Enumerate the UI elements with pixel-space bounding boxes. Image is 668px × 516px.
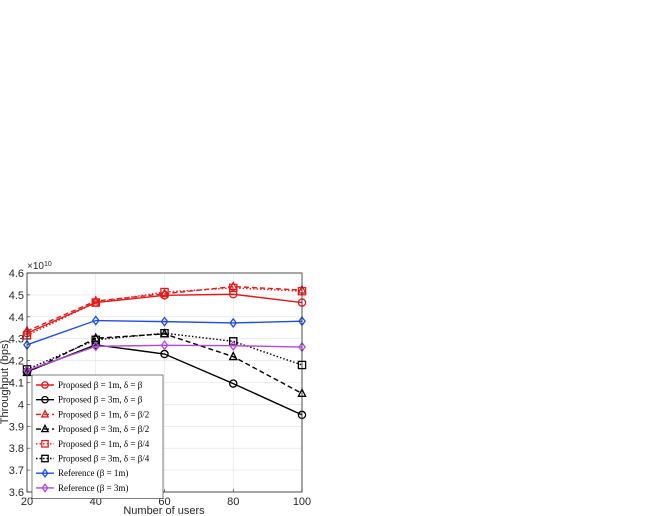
data-point <box>228 351 238 361</box>
y-tick-label: 4.2 <box>9 356 24 368</box>
data-point <box>159 288 170 298</box>
data-point <box>91 335 101 345</box>
data-point <box>41 439 49 448</box>
data-point <box>160 316 169 327</box>
data-point <box>160 328 169 338</box>
data-point <box>91 332 101 342</box>
y-tick-label: 4.5 <box>9 290 24 302</box>
legend-item: Reference (β = 3m) <box>36 483 128 493</box>
data-point <box>228 289 238 299</box>
series <box>22 280 307 335</box>
y-tick-label: 4.4 <box>9 312 24 324</box>
legend-item: Proposed β = 1m, δ = β <box>36 380 143 390</box>
legend-label: Proposed β = 1m, δ = β <box>58 380 143 390</box>
legend-item: Proposed β = 3m, δ = β/2 <box>36 423 149 434</box>
legend-item: Proposed β = 1m, δ = β/4 <box>36 439 150 449</box>
legend-label: Reference (β = 3m) <box>58 483 128 493</box>
data-point <box>41 483 49 493</box>
y-axis-label: Throughput (bps) <box>0 340 11 424</box>
series-line <box>26 319 303 346</box>
data-point <box>91 298 101 307</box>
legend-label: Proposed β = 1m, δ = β/4 <box>58 439 150 449</box>
y-tick-label: 4.3 <box>9 334 24 346</box>
data-point <box>228 337 238 346</box>
legend-label: Proposed β = 3m, δ = β/4 <box>58 454 150 464</box>
data-point <box>91 295 101 305</box>
data-point <box>91 341 100 352</box>
y-tick-label: 4 <box>18 399 24 411</box>
axis-ticks: 20 40 60 80 100 3.6 3.7 3.8 3.9 4 4.1 4.2 4.3 4.4 4.5 4… <box>9 268 311 508</box>
data-point <box>91 315 100 326</box>
x-tick-label: 60 <box>158 496 170 508</box>
x-tick-label: 20 <box>21 496 33 508</box>
exponent-label: ×1010 <box>27 261 52 273</box>
legend-item: Proposed β = 1m, δ = β/2 <box>36 409 149 419</box>
y-tick-label: 4.6 <box>9 268 24 280</box>
series <box>23 340 306 376</box>
legend-label: Proposed β = 1m, δ = β/2 <box>58 409 149 419</box>
data-point <box>228 379 238 388</box>
series-line <box>26 344 303 372</box>
data-point <box>41 468 49 479</box>
legend-item: Proposed β = 3m, δ = β <box>36 395 143 405</box>
legend-box <box>31 374 164 499</box>
data-point <box>160 340 169 351</box>
data-point <box>228 283 238 293</box>
data-point <box>41 395 49 404</box>
legend-label: Proposed β = 3m, δ = β <box>58 395 143 405</box>
data-point <box>228 280 238 291</box>
legend-label: Proposed β = 3m, δ = β/2 <box>58 424 149 434</box>
series-line <box>26 332 303 371</box>
x-tick-label: 40 <box>90 496 102 508</box>
x-axis-label: Number of users <box>123 505 205 516</box>
x-tick-label: 100 <box>293 496 311 508</box>
data-point <box>229 317 238 329</box>
data-point <box>229 340 238 351</box>
legend: Proposed β = 1m, δ = β Proposed β = 3m, δ… <box>31 374 164 499</box>
data-point <box>40 409 50 418</box>
data-point <box>40 423 50 433</box>
y-tick-label: 3.7 <box>9 465 24 477</box>
data-point <box>41 381 49 389</box>
legend-item: Proposed β = 3m, δ = β/4 <box>36 454 150 464</box>
data-point <box>41 454 49 463</box>
x-tick-label: 80 <box>227 496 239 508</box>
series-line <box>26 285 303 332</box>
legend-label: Reference (β = 1m) <box>58 468 128 478</box>
legend-item: Reference (β = 1m) <box>36 468 128 478</box>
series-lines <box>22 280 307 420</box>
y-tick-label: 3.9 <box>9 421 24 433</box>
y-tick-label: 3.8 <box>9 443 24 455</box>
y-tick-label: 3.6 <box>9 487 24 499</box>
data-point <box>160 287 169 297</box>
y-tick-label: 4.1 <box>9 378 24 390</box>
